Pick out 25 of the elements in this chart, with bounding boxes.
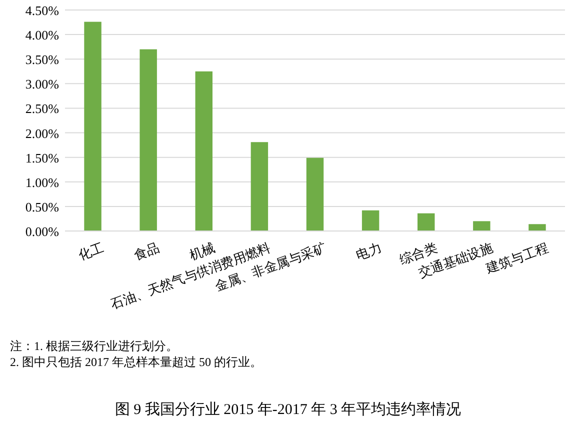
y-tick-label: 4.50% (25, 3, 60, 18)
bar (250, 142, 268, 231)
text: 2. 图中只包括 2017 年总样本量超过 50 的行业。 (10, 355, 262, 369)
x-tick-label: 电力 (354, 240, 384, 263)
bar (195, 71, 212, 231)
y-tick-label: 2.00% (25, 126, 60, 141)
bar (306, 158, 324, 231)
y-tick-label: 3.50% (25, 52, 60, 68)
x-tick-label: 化工 (76, 240, 106, 263)
bar (418, 213, 435, 231)
y-tick-label: 2.50% (25, 101, 60, 116)
bar (84, 22, 102, 231)
y-tick-label: 3.00% (25, 76, 60, 92)
y-tick-label: 4.00% (25, 28, 60, 43)
bar (528, 224, 546, 231)
x-tick-label: 食品 (132, 240, 162, 263)
bar (140, 49, 157, 231)
y-tick-label: 1.00% (25, 174, 60, 190)
y-tick-label: 0.00% (25, 224, 60, 239)
y-tick-label: 1.50% (25, 150, 60, 166)
bar (362, 210, 380, 231)
text: 注：1. 根据三级行业进行划分。 (10, 339, 178, 353)
bar (473, 221, 490, 231)
text: 图 9 我国分行业 2015 年-2017 年 3 年平均违约率情况 (114, 401, 462, 418)
y-tick-label: 0.50% (25, 199, 60, 214)
